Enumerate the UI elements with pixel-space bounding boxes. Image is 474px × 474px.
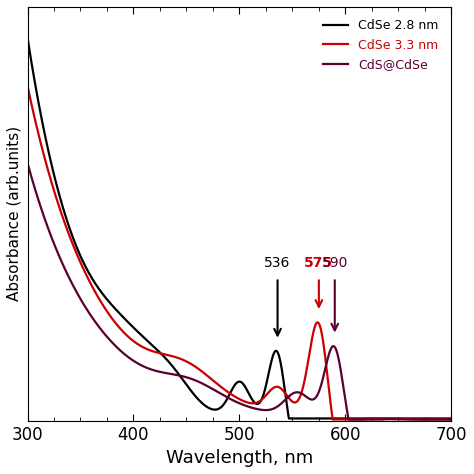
CdSe 2.8 nm [448, 416, 454, 421]
CdSe 2.8 nm [203, 403, 209, 409]
Line: CdSe 3.3 nm: CdSe 3.3 nm [27, 86, 451, 419]
X-axis label: Wavelength, nm: Wavelength, nm [166, 449, 313, 467]
CdSe 2.8 nm [333, 416, 338, 421]
CdSe 3.3 nm [448, 417, 454, 422]
CdS@CdSe [436, 417, 441, 422]
CdS@CdSe [346, 417, 351, 422]
CdS@CdSe [25, 160, 30, 166]
CdS@CdSe [226, 395, 232, 401]
CdSe 3.3 nm [414, 417, 420, 422]
CdS@CdSe [333, 345, 338, 351]
CdSe 2.8 nm [226, 393, 232, 399]
CdSe 3.3 nm [333, 417, 338, 422]
CdSe 2.8 nm [286, 416, 292, 421]
CdSe 2.8 nm [436, 416, 441, 421]
CdSe 2.8 nm [414, 416, 420, 421]
CdSe 3.3 nm [436, 417, 441, 422]
CdSe 3.3 nm [226, 390, 232, 395]
CdS@CdSe [206, 384, 212, 390]
Text: 536: 536 [264, 256, 291, 270]
CdS@CdSe [448, 417, 454, 422]
CdSe 2.8 nm [206, 405, 212, 411]
CdS@CdSe [414, 417, 420, 422]
Text: 575: 575 [304, 256, 333, 270]
CdSe 2.8 nm [25, 35, 30, 40]
Y-axis label: Absorbance (arb.units): Absorbance (arb.units) [7, 126, 22, 301]
Line: CdS@CdSe: CdS@CdSe [27, 163, 451, 419]
Text: 590: 590 [321, 256, 348, 270]
CdSe 3.3 nm [206, 374, 212, 380]
CdSe 3.3 nm [25, 83, 30, 89]
CdSe 3.3 nm [330, 417, 336, 422]
Line: CdSe 2.8 nm: CdSe 2.8 nm [27, 37, 451, 419]
CdS@CdSe [203, 383, 209, 388]
Legend: CdSe 2.8 nm, CdSe 3.3 nm, CdS@CdSe: CdSe 2.8 nm, CdSe 3.3 nm, CdS@CdSe [317, 13, 445, 77]
CdSe 3.3 nm [203, 372, 209, 377]
